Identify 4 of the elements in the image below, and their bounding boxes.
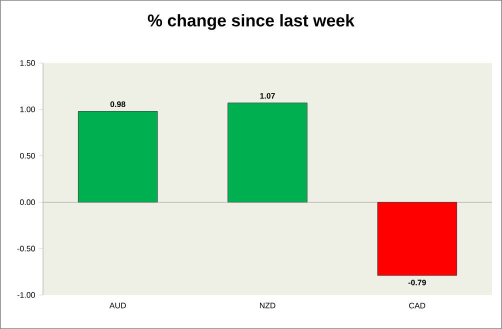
- chart-title: % change since last week: [148, 14, 355, 30]
- bar: [78, 111, 158, 202]
- bar: [377, 202, 458, 276]
- bar: [228, 102, 308, 202]
